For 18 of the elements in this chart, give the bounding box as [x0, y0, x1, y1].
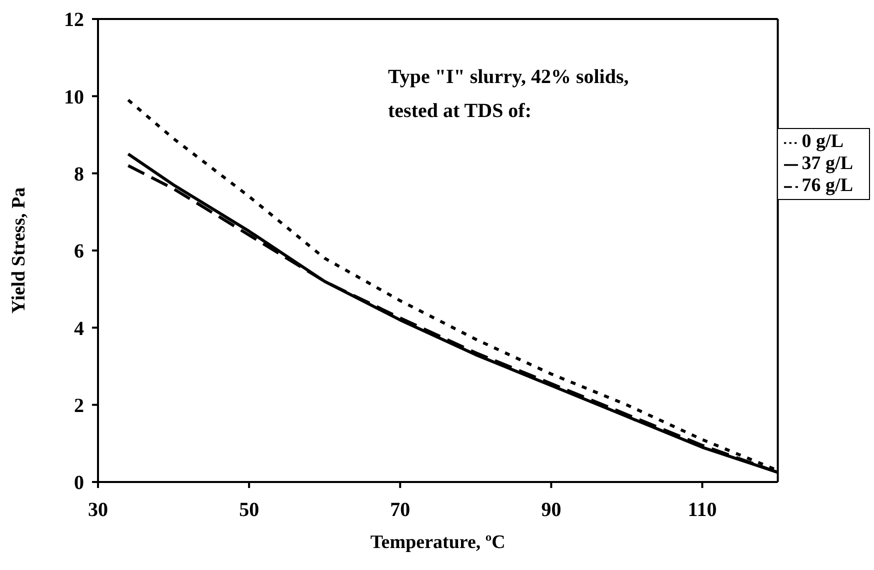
y-tick-label: 4: [74, 318, 84, 340]
legend-label: 0 g/L: [802, 131, 844, 152]
x-axis-title: Temperature, ºC: [370, 532, 506, 553]
x-tick-label: 110: [688, 499, 717, 522]
annotation: Type "I" slurry, 42% solids, tested at TDS of:: [388, 65, 630, 124]
x-tick-label: 70: [390, 499, 410, 522]
y-tick-label: 6: [74, 240, 84, 263]
y-tick-label: 12: [64, 9, 84, 32]
y-tick-label: 10: [64, 86, 84, 108]
legend-label: 37 g/L: [802, 153, 853, 174]
y-tick-label: 8: [74, 163, 84, 186]
x-tick-label: 30: [88, 499, 108, 522]
y-axis-title: Yield Stress, Pa: [8, 186, 30, 314]
x-tick-label: 50: [239, 499, 260, 522]
x-tick-label: 90: [541, 499, 562, 522]
y-tick-label: 0: [74, 472, 84, 494]
legend-label: 76 g/L: [802, 175, 853, 196]
y-tick-label: 2: [74, 394, 84, 417]
